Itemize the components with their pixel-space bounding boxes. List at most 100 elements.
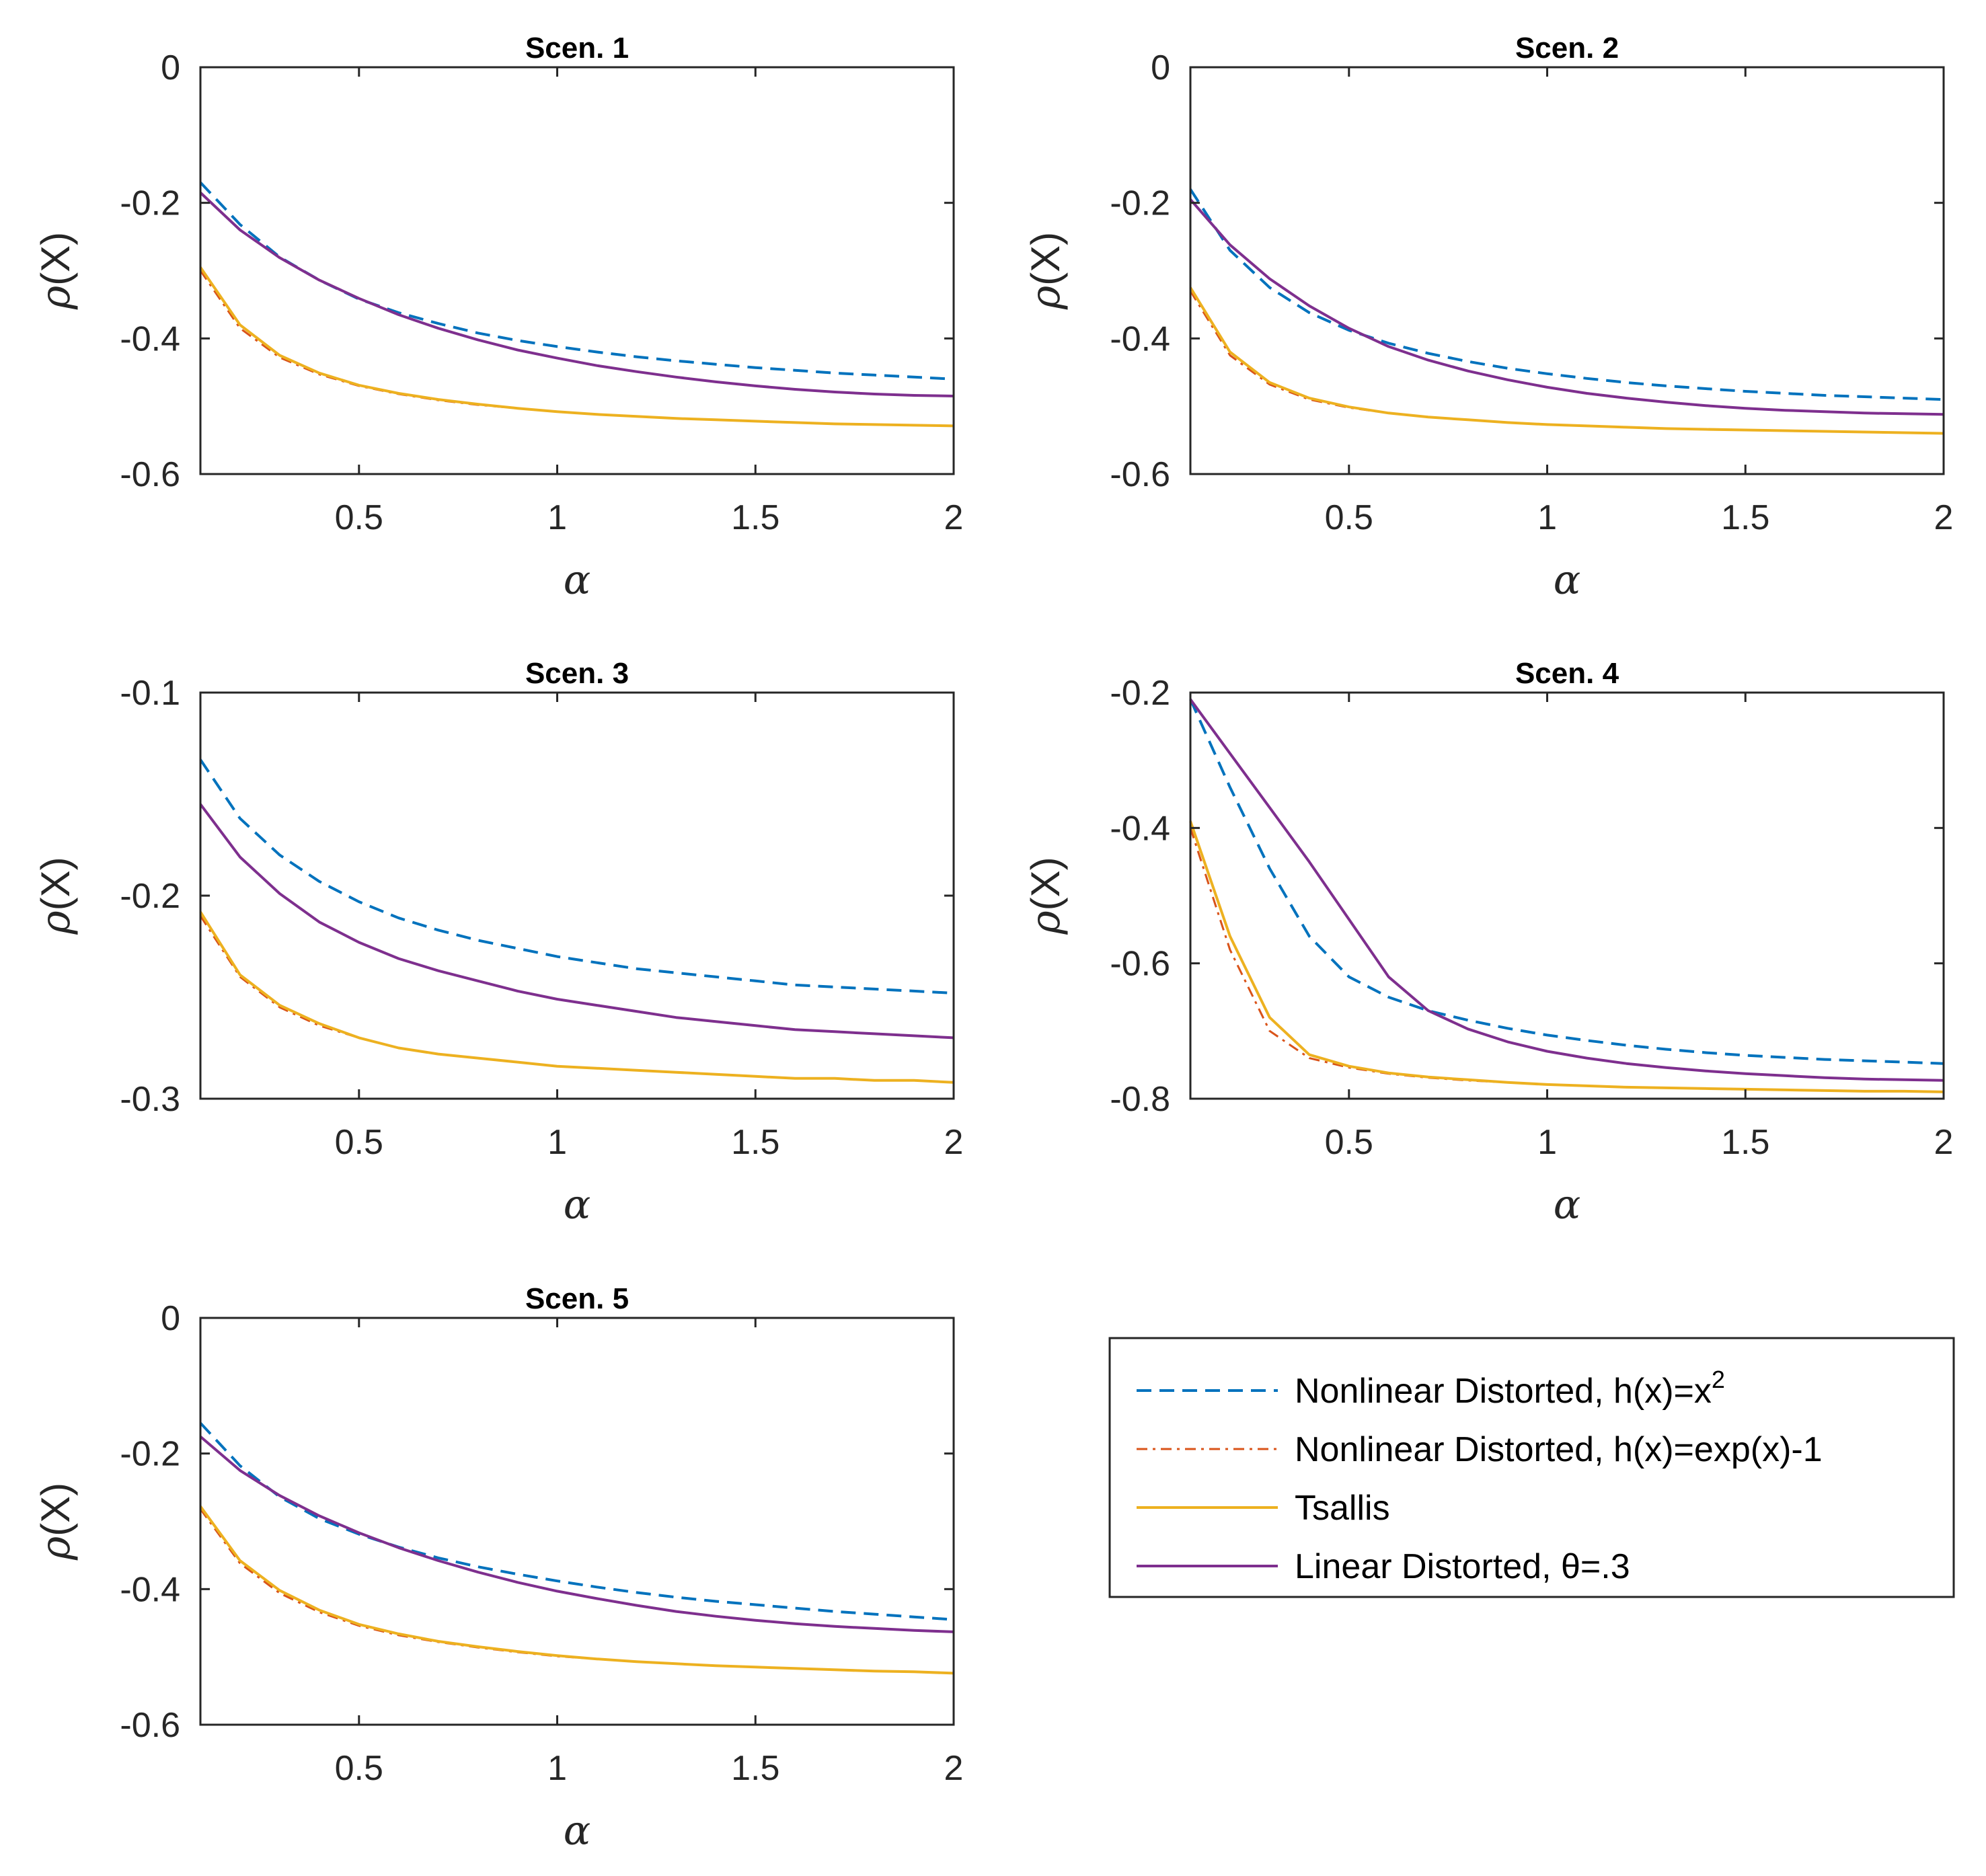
legend-label-lin: Linear Distorted, θ=.3 (1295, 1547, 1630, 1586)
y-tick-label: -0.2 (1110, 674, 1170, 713)
y-tick-label: -0.4 (1110, 319, 1170, 358)
x-axis-label: α (1554, 1181, 1581, 1228)
legend-label-superscript: 2 (1712, 1366, 1725, 1393)
y-tick-label: 0 (1151, 48, 1170, 87)
x-tick-label: 2 (944, 1749, 964, 1788)
x-tick-label: 2 (944, 498, 964, 537)
y-axis-label: ρ(X) (1022, 232, 1069, 310)
plot-area (200, 693, 954, 1099)
plot-area (200, 1318, 954, 1725)
y-axis-label: ρ(X) (32, 857, 79, 935)
subplot-3: 0.5 1 1.5 2 -0.3 -0.2 -0.1 Scen. 3 α ρ(X) (32, 657, 963, 1228)
x-axis-label: α (1554, 557, 1581, 604)
legend-label-text: Linear Distorted, θ=.3 (1295, 1547, 1630, 1586)
x-tick-label: 1 (547, 1749, 567, 1788)
x-tick-label: 0.5 (1325, 1123, 1373, 1162)
x-axis-label: α (564, 1807, 591, 1854)
y-axis-label-x: (X) (1023, 857, 1068, 910)
y-axis-label: ρ(X) (32, 232, 79, 310)
x-tick-label: 1 (547, 498, 567, 537)
y-tick-label: -0.6 (1110, 455, 1170, 494)
subplot-title: Scen. 2 (1515, 32, 1619, 65)
y-axis-label-x: (X) (33, 1483, 78, 1536)
y-tick-label: -0.2 (120, 877, 180, 916)
y-tick-label: -0.2 (120, 184, 180, 223)
y-axis-label: ρ(X) (32, 1483, 79, 1561)
series-line-nl_sq (1189, 699, 1944, 1065)
series-line-lin (1189, 198, 1944, 416)
y-axis-label-x: (X) (1023, 232, 1068, 286)
legend-box (1108, 1337, 1955, 1598)
axes-box (199, 66, 955, 475)
plot-area (1190, 67, 1944, 474)
y-tick-label: -0.4 (1110, 809, 1170, 848)
x-axis-label: α (564, 1181, 591, 1228)
x-tick-label: 0.5 (335, 498, 383, 537)
x-tick-label: 0.5 (335, 1749, 383, 1788)
x-tick-label: 0.5 (1325, 498, 1373, 537)
y-tick-label: -0.4 (120, 1570, 180, 1609)
x-tick-label: 1.5 (1721, 498, 1769, 537)
y-axis-label-x: (X) (33, 232, 78, 286)
subplot-4: 0.5 1 1.5 2 -0.8 -0.6 -0.4 -0.2 Scen. 4 α ρ(X) (1022, 657, 1953, 1228)
y-tick-label: -0.1 (120, 674, 180, 713)
subplot-title: Scen. 3 (525, 657, 629, 690)
subplot-5: 0.5 1 1.5 2 -0.6 -0.4 -0.2 0 Scen. 5 α ρ(X) (32, 1282, 963, 1854)
series-line-tsallis (199, 911, 954, 1084)
axes-box (1189, 691, 1945, 1100)
series-line-nl_sq (199, 758, 954, 994)
x-tick-label: 1.5 (1721, 1123, 1769, 1162)
series-line-lin (199, 1435, 954, 1633)
x-tick-label: 1 (547, 1123, 567, 1162)
y-tick-label: -0.2 (1110, 184, 1170, 223)
y-axis-label-rho: ρ (1022, 286, 1069, 310)
y-tick-label: -0.3 (120, 1080, 180, 1119)
x-tick-label: 1 (1537, 498, 1557, 537)
legend-label-text: Nonlinear Distorted, h(x)=x (1295, 1372, 1712, 1411)
series-line-lin (1189, 698, 1944, 1082)
series-line-lin (199, 192, 954, 397)
x-tick-label: 1.5 (731, 498, 779, 537)
y-axis-label-rho: ρ (1022, 910, 1069, 935)
legend-label-nl_exp: Nonlinear Distorted, h(x)=exp(x)-1 (1295, 1430, 1823, 1469)
x-tick-label: 1.5 (731, 1123, 779, 1162)
x-tick-label: 1 (1537, 1123, 1557, 1162)
y-axis-label: ρ(X) (1022, 857, 1069, 935)
legend-label-text: Nonlinear Distorted, h(x)=exp(x)-1 (1295, 1430, 1823, 1469)
plot-area (1190, 693, 1944, 1099)
y-axis-label-rho: ρ (32, 1536, 79, 1561)
legend-label-tsallis: Tsallis (1295, 1489, 1390, 1528)
y-tick-label: -0.6 (120, 1706, 180, 1745)
plot-area (200, 67, 954, 474)
x-tick-label: 2 (944, 1123, 964, 1162)
y-axis-label-rho: ρ (32, 910, 79, 935)
y-tick-label: 0 (161, 1299, 180, 1338)
legend-label-nl_sq: Nonlinear Distorted, h(x)=x2 (1295, 1366, 1725, 1411)
axes-box (1189, 66, 1945, 475)
y-tick-label: 0 (161, 48, 180, 87)
subplot-title: Scen. 4 (1515, 657, 1619, 690)
y-axis-label-rho: ρ (32, 286, 79, 310)
y-tick-label: -0.6 (1110, 945, 1170, 984)
x-tick-label: 2 (1934, 498, 1954, 537)
series-line-nl_sq (199, 1421, 954, 1621)
y-tick-label: -0.2 (120, 1435, 180, 1474)
axes-box (199, 1317, 955, 1726)
x-tick-label: 0.5 (335, 1123, 383, 1162)
series-line-tsallis (1189, 286, 1944, 435)
legend-label-text: Tsallis (1295, 1489, 1390, 1528)
subplot-1: 0.5 1 1.5 2 -0.6 -0.4 -0.2 0 Scen. 1 α ρ(X) (32, 32, 963, 604)
y-tick-label: -0.4 (120, 319, 180, 358)
series-line-lin (199, 803, 954, 1040)
x-tick-label: 1.5 (731, 1749, 779, 1788)
subplot-2: 0.5 1 1.5 2 -0.6 -0.4 -0.2 0 Scen. 2 α ρ(X) (1022, 32, 1953, 604)
x-axis-label: α (564, 557, 591, 604)
series-line-tsallis (199, 266, 954, 428)
series-line-tsallis (1189, 820, 1944, 1093)
y-tick-label: -0.8 (1110, 1080, 1170, 1119)
y-tick-label: -0.6 (120, 455, 180, 494)
y-axis-label-x: (X) (33, 857, 78, 910)
subplot-title: Scen. 5 (525, 1282, 629, 1315)
